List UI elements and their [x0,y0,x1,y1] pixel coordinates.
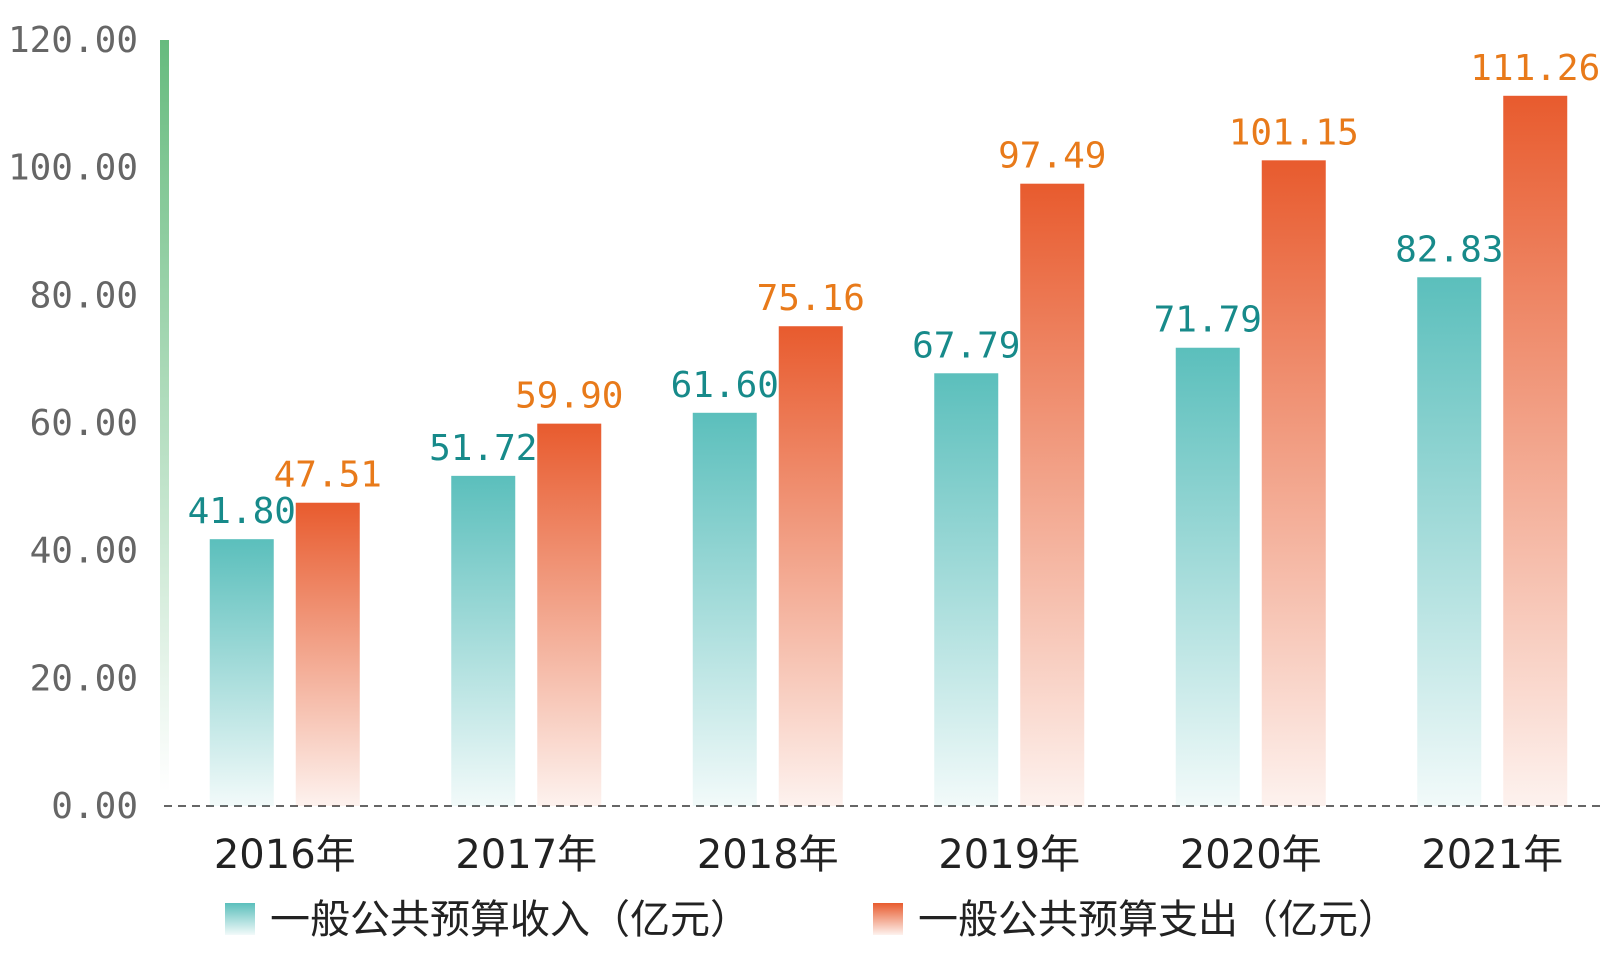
bar-series-1 [692,412,757,806]
data-label: 47.51 [274,455,382,496]
x-tick-label: 2016年 [214,832,356,878]
data-label: 101.15 [1229,112,1359,153]
data-label: 59.90 [515,376,623,417]
bar-series-2 [1261,160,1326,807]
y-tick-label: 100.00 [8,148,138,189]
legend-label: 一般公共预算收入（亿元） [270,897,750,943]
bar-series-1 [209,539,274,806]
x-tick-label: 2017年 [455,832,597,878]
data-label: 61.60 [671,365,779,406]
data-label: 82.83 [1395,229,1503,270]
y-tick-label: 40.00 [30,531,138,572]
legend-swatch [225,903,255,935]
legend: 一般公共预算收入（亿元） 一般公共预算支出（亿元） [225,897,1398,943]
legend-label: 一般公共预算支出（亿元） [918,897,1398,943]
x-tick-label: 2020年 [1180,832,1322,878]
y-tick-label: 0.00 [51,786,138,827]
legend-swatch [873,903,903,935]
bar-series-2 [1020,183,1085,806]
y-tick-label: 120.00 [8,20,138,61]
y-axis-bar [160,40,169,792]
data-label: 71.79 [1154,300,1262,341]
bar-series-1 [934,373,999,806]
x-tick-label: 2018年 [697,832,839,878]
data-label: 75.16 [757,278,865,319]
data-label: 111.26 [1470,48,1600,89]
bar-series-2 [1503,95,1568,806]
bar-series-1 [451,475,516,806]
bar-series-1 [1417,277,1482,806]
x-tick-label: 2021年 [1421,832,1563,878]
y-tick-label: 60.00 [30,403,138,444]
bar-series-2 [778,326,843,806]
data-label: 51.72 [429,428,537,469]
data-label: 41.80 [188,491,296,532]
x-tick-label: 2019年 [938,832,1080,878]
y-tick-label: 20.00 [30,658,138,699]
bar-series-1 [1175,347,1240,806]
y-tick-label: 80.00 [30,275,138,316]
bar-series-2 [537,423,602,806]
data-label: 97.49 [998,136,1106,177]
data-label: 67.79 [912,325,1020,366]
bar-series-2 [295,502,360,806]
y-axis-ticks: 0.00 20.00 40.00 60.00 80.00 100.00 120.00 [8,20,138,827]
x-axis-ticks: 2016年 2017年 2018年 2019年 2020年 2021年 [214,832,1563,878]
